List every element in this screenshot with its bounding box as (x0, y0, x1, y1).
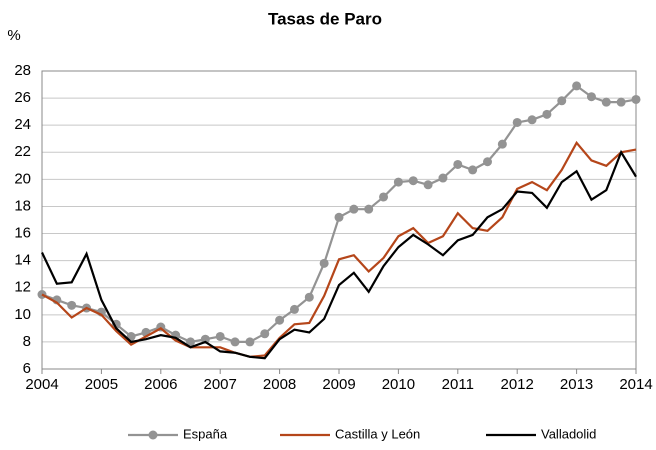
point (245, 337, 255, 347)
y-tick-label: 12 (14, 279, 31, 296)
point (393, 177, 403, 187)
point (364, 204, 374, 214)
point (379, 192, 389, 202)
y-tick-label: 28 (14, 62, 31, 79)
y-tick-label: 16 (14, 225, 31, 242)
y-tick-label: 6 (23, 360, 31, 377)
x-tick-label: 2007 (204, 376, 237, 393)
y-tick-label: 18 (14, 197, 31, 214)
x-tick-label: 2006 (144, 376, 177, 393)
y-tick-label: 8 (23, 333, 31, 350)
x-tick-label: 2009 (322, 376, 355, 393)
y-tick-label: 26 (14, 89, 31, 106)
point (557, 96, 567, 106)
point (542, 109, 552, 119)
series-line (41, 140, 637, 358)
legend-label: España (183, 426, 228, 441)
y-tick-label: 14 (14, 252, 31, 269)
point (289, 304, 299, 314)
point (616, 97, 626, 107)
point (512, 117, 522, 127)
plot-border (41, 70, 637, 370)
x-tick-label: 2010 (382, 376, 415, 393)
point (497, 139, 507, 149)
x-tick-label: 2012 (501, 376, 534, 393)
point (586, 92, 596, 102)
series-line (41, 149, 637, 360)
legend-label: Valladolid (541, 426, 596, 441)
point (572, 81, 582, 91)
legend-marker (148, 430, 158, 440)
chart-title: Tasas de Paro (268, 9, 382, 28)
y-tick-label: 20 (14, 170, 31, 187)
x-tick-label: 2013 (560, 376, 593, 393)
y-tick-label: 22 (14, 143, 31, 160)
point (334, 212, 344, 222)
point (527, 115, 537, 125)
legend-label: Castilla y León (335, 426, 420, 441)
x-tick-label: 2004 (25, 376, 58, 393)
point (438, 173, 448, 183)
x-tick-label: 2014 (619, 376, 652, 393)
point (260, 329, 270, 339)
point (453, 159, 463, 169)
point (601, 97, 611, 107)
point (349, 204, 359, 214)
point (230, 337, 240, 347)
point (468, 165, 478, 175)
y-tick-label: 24 (14, 116, 31, 133)
point (304, 292, 314, 302)
x-tick-label: 2008 (263, 376, 296, 393)
point (483, 157, 492, 167)
point (319, 258, 329, 268)
point (200, 334, 210, 344)
point (67, 300, 77, 310)
x-tick-label: 2011 (442, 376, 474, 393)
y-axis-label: % (7, 27, 20, 44)
y-tick-label: 10 (14, 306, 31, 323)
point (408, 176, 418, 186)
point (215, 331, 225, 341)
point (631, 94, 641, 104)
point (186, 337, 195, 347)
x-tick-label: 2005 (85, 376, 118, 393)
point (423, 180, 433, 190)
point (275, 315, 285, 325)
